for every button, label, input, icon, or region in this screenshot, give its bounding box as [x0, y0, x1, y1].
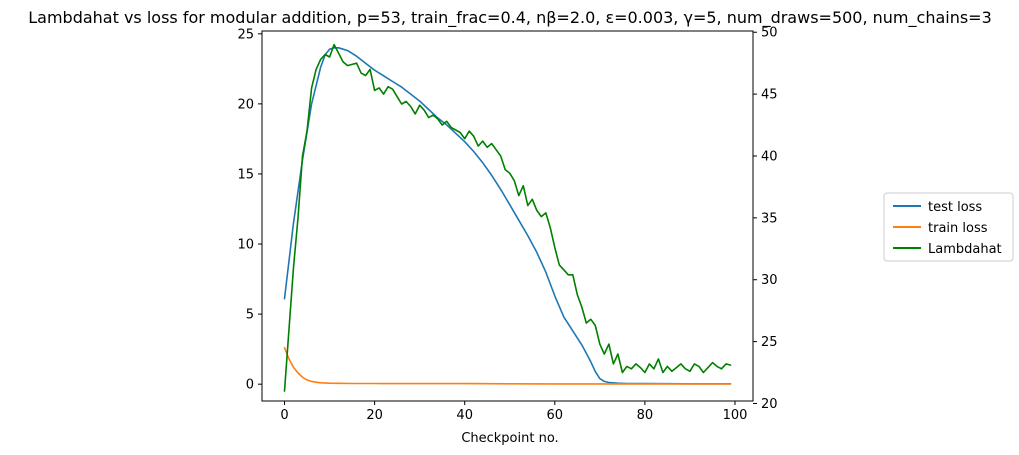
y-right-tick-label: 45: [761, 88, 778, 103]
x-tick-label: 80: [637, 408, 654, 423]
y-left-tick-label: 0: [246, 378, 254, 393]
y-right-tick-label: 50: [761, 26, 778, 41]
y-left-tick-label: 20: [237, 97, 254, 112]
series-line-train-loss: [283, 346, 732, 385]
legend: test loss train loss Lambdahat: [883, 192, 1014, 262]
y-left-tick-label: 10: [237, 238, 254, 253]
x-tick-label: 100: [723, 408, 748, 423]
series-line-test-loss: [283, 47, 732, 385]
legend-label-train-loss: train loss: [928, 221, 988, 236]
chart-title: Lambdahat vs loss for modular addition, …: [28, 8, 992, 28]
x-tick-label: 20: [366, 408, 383, 423]
plot-frame: [261, 30, 754, 402]
y-right-tick-label: 35: [761, 211, 778, 226]
axes-layer: 0 20 40 60 80 100 0 5 10 15 20 25 20 25 30 35 40 45 50: [237, 26, 777, 423]
y-left-tick-label: 5: [246, 308, 254, 323]
x-tick-label: 0: [280, 408, 288, 423]
x-axis-label: Checkpoint no.: [461, 431, 558, 446]
x-tick-label: 60: [547, 408, 564, 423]
series-layer: [283, 43, 732, 392]
y-left-tick-label: 25: [237, 27, 254, 42]
legend-label-lambdahat: Lambdahat: [928, 242, 1002, 257]
y-right-tick-label: 25: [761, 335, 778, 350]
legend-label-test-loss: test loss: [928, 200, 982, 215]
x-tick-label: 40: [456, 408, 473, 423]
y-left-tick-label: 15: [237, 167, 254, 182]
legend-frame: [883, 192, 1014, 262]
y-right-tick-label: 40: [761, 149, 778, 164]
y-right-tick-label: 30: [761, 273, 778, 288]
series-line-lambdahat: [283, 43, 732, 392]
y-right-tick-label: 20: [761, 397, 778, 412]
